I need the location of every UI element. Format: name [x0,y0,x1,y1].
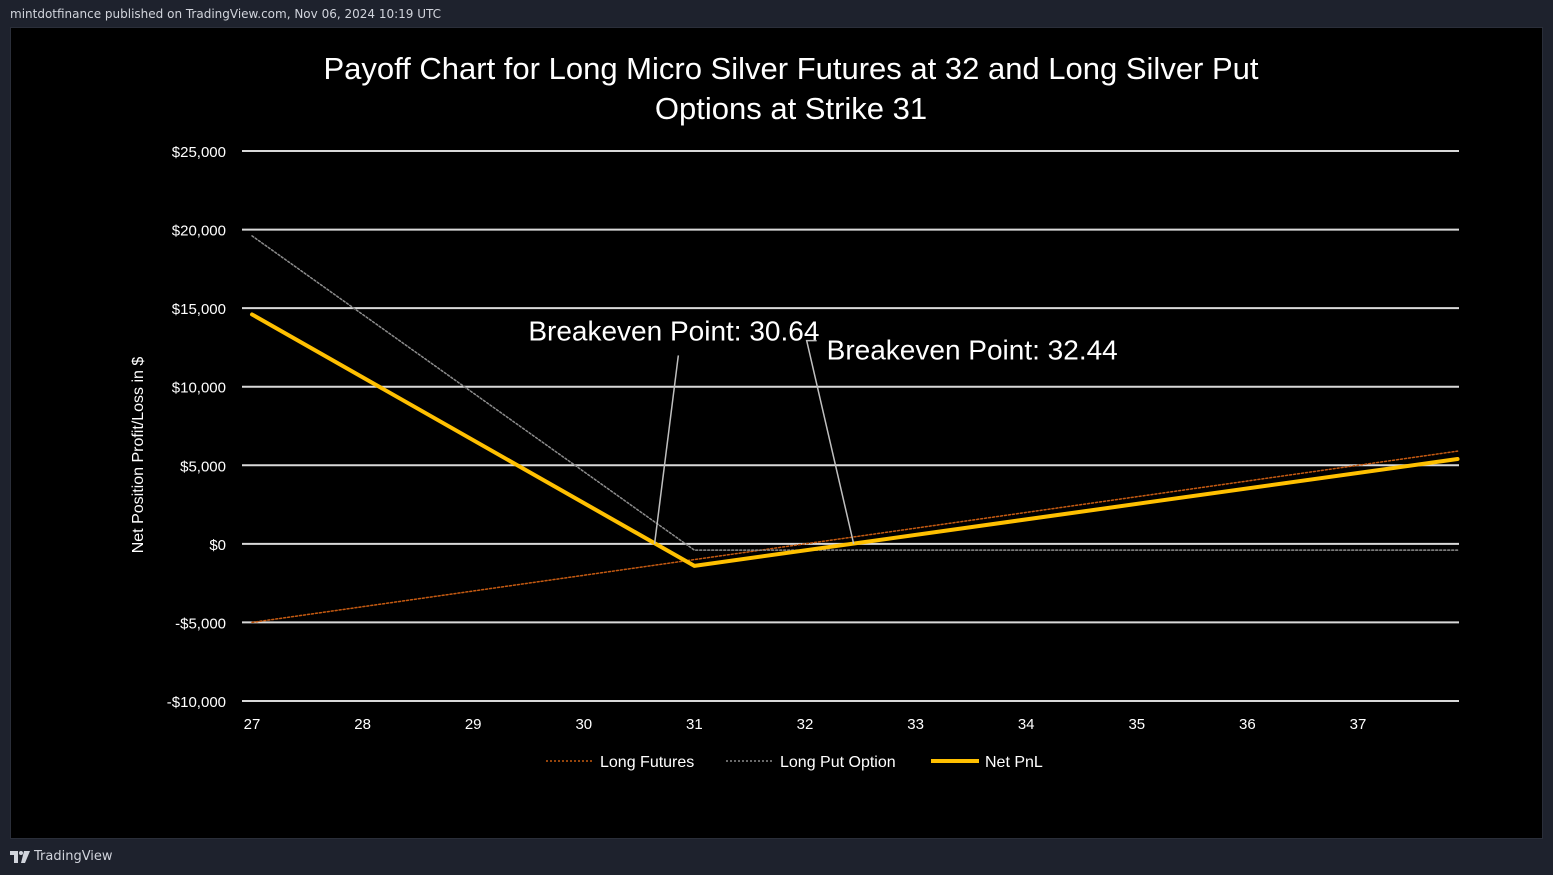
x-tick-label: 34 [1018,716,1035,733]
series-line-long-put-option [251,235,1459,551]
x-tick-labels: 27 28 29 30 31 32 33 34 35 36 37 [244,716,1367,733]
breakeven-leader-line [805,339,855,545]
series-layer [250,235,1460,624]
y-tick-label: -$5,000 [175,615,226,632]
chart-title-line-2: Options at Strike 31 [655,91,927,126]
x-tick-label: 32 [797,716,814,733]
y-tick-label: $5,000 [180,458,226,475]
series-line-long-futures [251,450,1459,624]
x-tick-label: 37 [1350,716,1367,733]
x-tick-label: 36 [1239,716,1256,733]
y-tick-label: $0 [209,537,226,554]
x-tick-label: 31 [686,716,703,733]
y-tick-label: $25,000 [172,144,226,161]
chart-frame: Payoff Chart for Long Micro Silver Futur… [10,27,1543,839]
payoff-chart: Payoff Chart for Long Micro Silver Futur… [130,51,1460,771]
y-tick-label: $10,000 [172,380,226,397]
breakeven-label: Breakeven Point: 32.44 [827,335,1118,366]
series-line-net-pnl [250,312,1460,568]
x-tick-label: 28 [354,716,371,733]
breakeven-leader-line [653,355,680,544]
y-axis-label: Net Position Profit/Loss in $ [130,357,147,554]
breakeven-label: Breakeven Point: 30.64 [528,315,819,346]
legend-label: Net PnL [985,754,1043,771]
y-tick-label: $15,000 [172,301,226,318]
x-tick-label: 30 [575,716,592,733]
grid-layer [242,150,1459,702]
footer-brand-label: TradingView [34,849,113,864]
x-tick-label: 29 [465,716,482,733]
x-tick-label: 33 [907,716,924,733]
legend-label: Long Put Option [780,754,896,771]
annotation-layer: Breakeven Point: 30.64 Breakeven Point: 3… [528,315,1118,545]
legend: Long Futures Long Put Option Net PnL [546,754,1043,771]
footer-brand[interactable]: TradingView [10,849,113,864]
y-tick-labels: -$10,000 -$5,000 $0 $5,000 $10,000 $15,000 $20… [167,144,226,711]
legend-label: Long Futures [600,754,694,771]
publish-header: mintdotfinance published on TradingView.… [10,7,442,21]
chart-title-line-1: Payoff Chart for Long Micro Silver Futur… [323,51,1258,86]
x-tick-label: 27 [244,716,261,733]
tradingview-logo-icon [10,850,30,863]
x-tick-label: 35 [1128,716,1145,733]
y-tick-label: -$10,000 [167,694,226,711]
y-tick-label: $20,000 [172,223,226,240]
